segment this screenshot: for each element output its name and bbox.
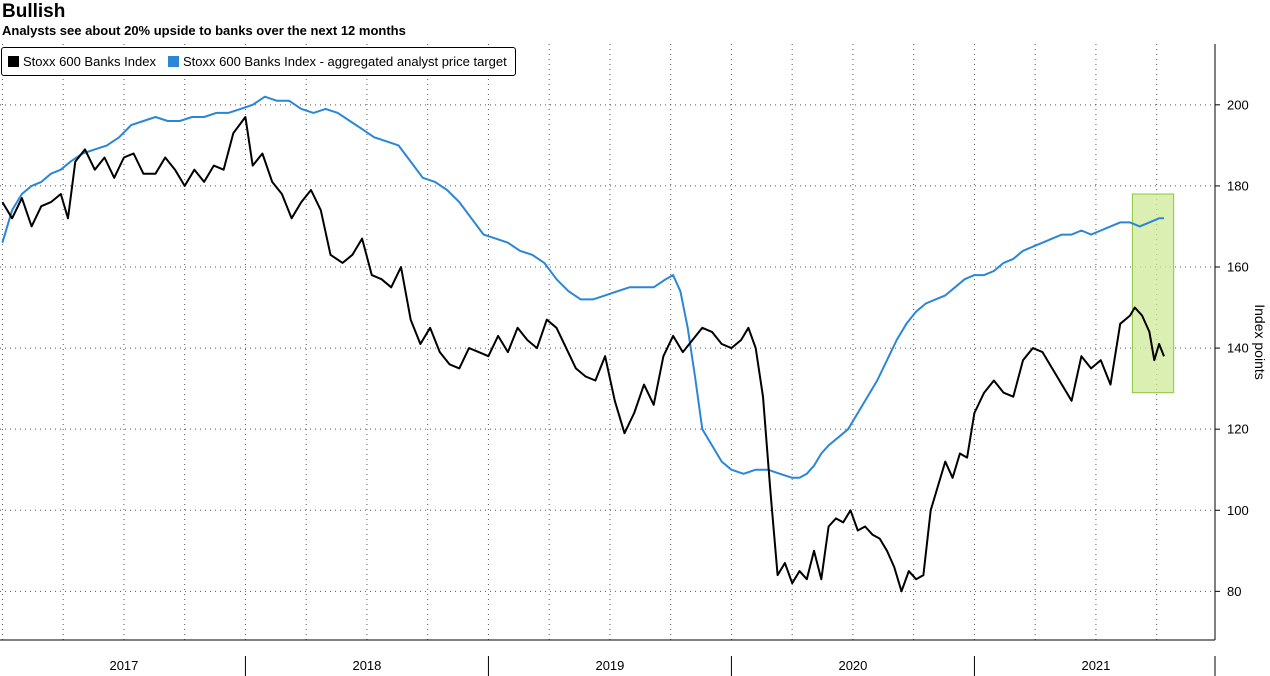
y-tick-label: 120 — [1227, 422, 1249, 437]
highlight-region — [1131, 193, 1175, 394]
y-axis-label: Index points — [1252, 304, 1268, 380]
y-tick-label: 140 — [1227, 341, 1249, 356]
x-tick-label: 2018 — [352, 658, 381, 673]
y-tick-label: 100 — [1227, 503, 1249, 518]
x-tick-label: 2021 — [1081, 658, 1110, 673]
y-tick-label: 180 — [1227, 178, 1249, 193]
legend-label-index: Stoxx 600 Banks Index — [23, 54, 156, 69]
legend-label-target: Stoxx 600 Banks Index - aggregated analy… — [182, 54, 507, 69]
series-line-target — [1, 95, 1164, 479]
y-tick-label: 200 — [1227, 97, 1249, 112]
chart-legend: Stoxx 600 Banks Index Stoxx 600 Banks In… — [1, 47, 516, 76]
x-tick-label: 2020 — [838, 658, 867, 673]
y-tick-label: 80 — [1227, 584, 1241, 599]
legend-swatch-index — [8, 56, 19, 67]
chart-subtitle: Analysts see about 20% upside to banks o… — [2, 23, 406, 38]
x-tick-label: 2019 — [595, 658, 624, 673]
legend-item-index: Stoxx 600 Banks Index — [8, 54, 156, 69]
y-tick-label: 160 — [1227, 259, 1249, 274]
legend-item-target: Stoxx 600 Banks Index - aggregated analy… — [167, 54, 507, 69]
series-line-index — [1, 116, 1165, 593]
x-tick-label: 2017 — [109, 658, 138, 673]
legend-swatch-target — [167, 56, 179, 67]
chart-title: Bullish — [2, 1, 66, 22]
